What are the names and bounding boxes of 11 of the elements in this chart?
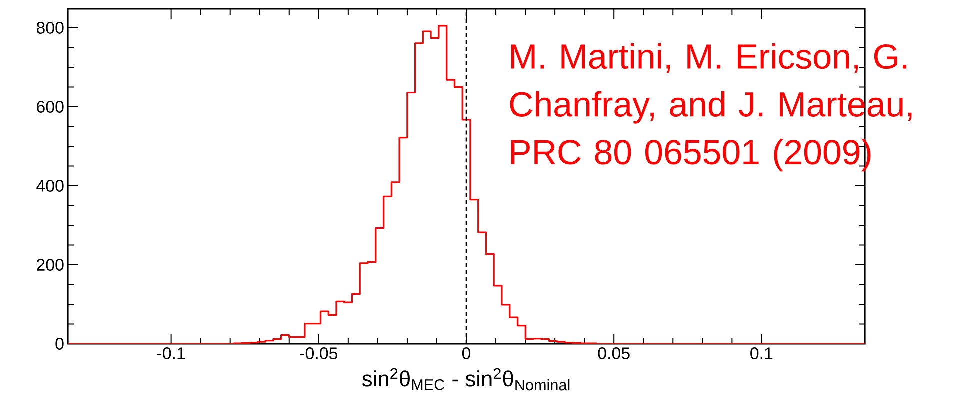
y-tick-label: 200 [37,258,64,271]
y-tick-label: 800 [36,22,64,34]
y-tick-label: 0 [56,338,64,350]
x-tick-label: -0.05 [300,348,338,360]
x-tick-label: -0.1 [157,348,186,360]
y-tick-label: 600 [37,100,64,113]
y-tick-label: 400 [36,180,64,192]
x-tick-label: 0.05 [598,348,630,360]
x-axis-title: sin$^{2}$θ$_{MEC}$ - sin$^{2}$θ$_{Nominal}$ [362,368,570,391]
x-tick-label: 0 [462,348,471,360]
x-tick-label: 0.1 [750,348,773,360]
